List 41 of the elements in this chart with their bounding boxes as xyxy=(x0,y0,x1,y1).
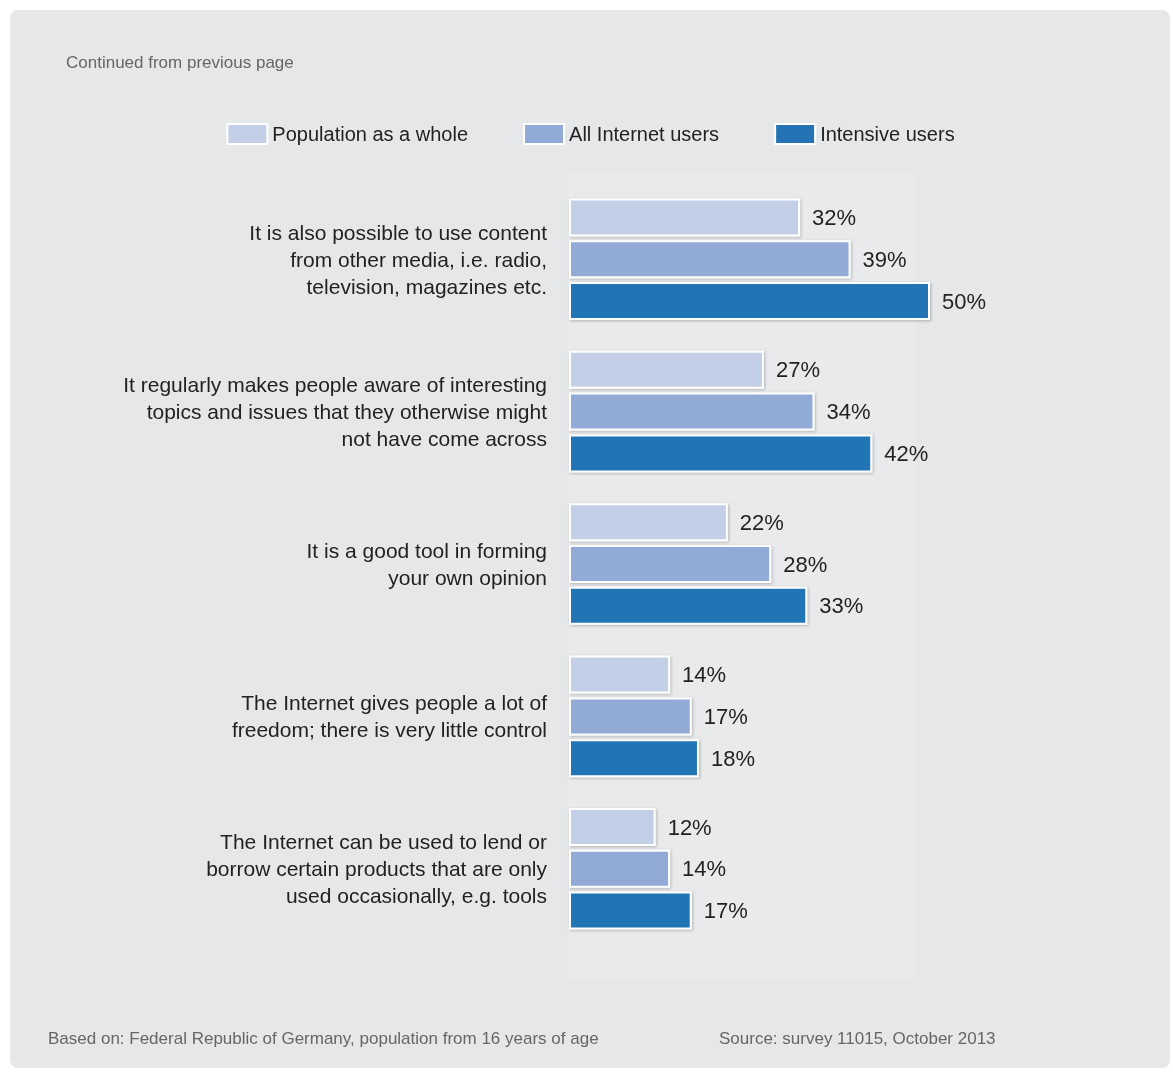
bar xyxy=(569,697,692,736)
data-label: 28% xyxy=(783,551,828,577)
data-label: 32% xyxy=(812,204,857,230)
bar xyxy=(569,434,873,473)
data-label: 34% xyxy=(826,399,871,425)
legend-label: All Internet users xyxy=(569,123,720,145)
y-tick-label: It is also possible to use content from other media, i.e. radio, television, magazines etc. xyxy=(249,220,548,298)
data-label: 12% xyxy=(667,814,712,840)
y-tick-label: The Internet gives people a lot of freedom; there is very little control xyxy=(231,691,548,742)
bar xyxy=(569,545,772,583)
data-label: 18% xyxy=(710,745,756,771)
data-label: 33% xyxy=(819,593,864,619)
source-note: Source: survey 11015, October 2013 xyxy=(719,1029,996,1048)
bar xyxy=(569,350,764,389)
bar xyxy=(569,240,851,279)
data-label: 42% xyxy=(884,440,929,466)
bar xyxy=(569,808,656,846)
bar xyxy=(569,503,728,542)
bar xyxy=(569,849,671,888)
data-label: 39% xyxy=(862,246,907,272)
data-label: 27% xyxy=(775,357,820,383)
bar xyxy=(569,655,671,694)
bar xyxy=(569,198,801,237)
y-tick-label: It is a good tool in forming your own opinion xyxy=(306,539,547,589)
legend-label: Intensive users xyxy=(820,123,955,145)
data-label: 22% xyxy=(739,509,784,535)
data-label: 14% xyxy=(682,662,727,688)
data-label: 50% xyxy=(942,288,987,314)
bar xyxy=(569,586,808,625)
data-label: 17% xyxy=(703,703,748,729)
y-tick-label: The Internet can be used to lend or borrow certain products that are only used occasionally, e.g. tools xyxy=(206,830,548,908)
bar xyxy=(569,891,692,930)
bar xyxy=(569,739,699,778)
text: Based on: Federal Republic of Germany, population from 16 years of age xyxy=(48,1029,599,1048)
bar xyxy=(569,282,930,320)
text: Continued from previous page xyxy=(66,53,294,72)
bar xyxy=(569,392,815,431)
y-tick-label: It regularly makes people aware of interesting topics and issues that they otherwise might not have come across xyxy=(123,373,548,451)
legend-label: Population as a whole xyxy=(272,123,469,145)
data-label: 17% xyxy=(703,898,748,924)
data-label: 14% xyxy=(682,856,727,882)
